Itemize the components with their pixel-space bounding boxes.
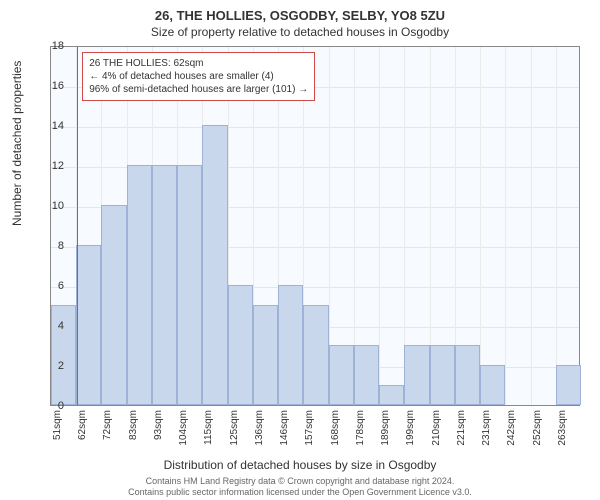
histogram-bar: [76, 245, 101, 405]
x-tick-label: 62sqm: [77, 410, 88, 440]
x-tick-label: 221sqm: [456, 410, 467, 446]
histogram-bar: [455, 345, 480, 405]
histogram-bar: [404, 345, 429, 405]
y-tick-label: 4: [58, 320, 64, 332]
x-tick-label: 157sqm: [304, 410, 315, 446]
histogram-bar: [253, 305, 278, 405]
x-tick-label: 93sqm: [153, 410, 164, 440]
histogram-bar: [101, 205, 126, 405]
y-tick-label: 8: [58, 240, 64, 252]
x-tick-label: 231sqm: [481, 410, 492, 446]
histogram-bar: [152, 165, 177, 405]
x-tick-label: 146sqm: [279, 410, 290, 446]
footer-attribution: Contains HM Land Registry data © Crown c…: [0, 476, 600, 498]
x-tick-label: 168sqm: [330, 410, 341, 446]
histogram-bar: [329, 345, 354, 405]
y-tick-label: 2: [58, 360, 64, 372]
marker-callout: 26 THE HOLLIES: 62sqm ← 4% of detached h…: [82, 52, 315, 101]
x-tick-label: 263sqm: [557, 410, 568, 446]
y-tick-label: 18: [52, 40, 64, 52]
x-tick-label: 72sqm: [102, 410, 113, 440]
marker-line: [77, 47, 78, 405]
x-tick-label: 136sqm: [254, 410, 265, 446]
x-tick-label: 178sqm: [355, 410, 366, 446]
histogram-bar: [480, 365, 505, 405]
callout-line3: 96% of semi-detached houses are larger (…: [89, 83, 308, 96]
y-axis-label: Number of detached properties: [10, 61, 24, 226]
gridline-v: [505, 47, 506, 405]
x-tick-label: 83sqm: [128, 410, 139, 440]
histogram-bar: [127, 165, 152, 405]
y-tick-label: 16: [52, 80, 64, 92]
histogram-bar: [228, 285, 253, 405]
histogram-bar: [278, 285, 303, 405]
histogram-bar: [177, 165, 202, 405]
gridline-v: [480, 47, 481, 405]
x-tick-label: 199sqm: [405, 410, 416, 446]
x-axis-label: Distribution of detached houses by size …: [0, 458, 600, 472]
gridline-v: [531, 47, 532, 405]
gridline-v: [556, 47, 557, 405]
gridline-h: [51, 127, 579, 128]
x-tick-label: 210sqm: [431, 410, 442, 446]
page-title-desc: Size of property relative to detached ho…: [0, 23, 600, 45]
x-tick-label: 115sqm: [203, 410, 214, 445]
footer-line2: Contains public sector information licen…: [0, 487, 600, 498]
callout-line1: 26 THE HOLLIES: 62sqm: [89, 57, 308, 70]
footer-line1: Contains HM Land Registry data © Crown c…: [0, 476, 600, 487]
page-title-address: 26, THE HOLLIES, OSGODBY, SELBY, YO8 5ZU: [0, 0, 600, 23]
x-tick-label: 189sqm: [380, 410, 391, 446]
y-tick-label: 14: [52, 120, 64, 132]
chart-area: 26 THE HOLLIES: 62sqm ← 4% of detached h…: [50, 46, 580, 406]
gridline-v: [379, 47, 380, 405]
histogram-bar: [354, 345, 379, 405]
y-tick-label: 12: [52, 160, 64, 172]
y-tick-label: 10: [52, 200, 64, 212]
histogram-bar: [303, 305, 328, 405]
x-tick-label: 242sqm: [506, 410, 517, 446]
callout-line2: ← 4% of detached houses are smaller (4): [89, 70, 308, 83]
histogram-bar: [379, 385, 404, 405]
x-tick-label: 51sqm: [52, 410, 63, 440]
x-tick-label: 104sqm: [178, 410, 189, 446]
histogram-bar: [430, 345, 455, 405]
histogram-bar: [556, 365, 581, 405]
x-tick-label: 252sqm: [532, 410, 543, 446]
histogram-bar: [202, 125, 227, 405]
y-tick-label: 6: [58, 280, 64, 292]
x-tick-label: 125sqm: [229, 410, 240, 446]
